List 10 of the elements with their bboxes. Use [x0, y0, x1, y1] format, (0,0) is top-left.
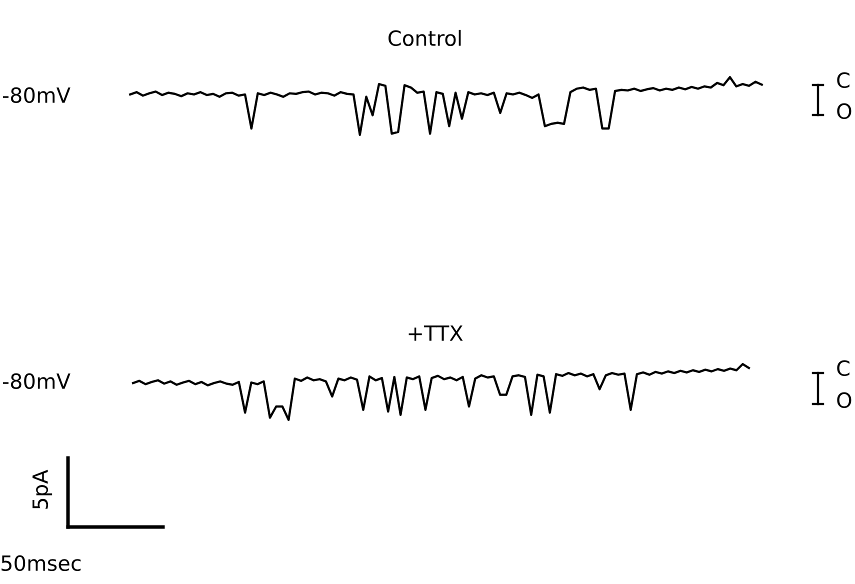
- text: -80mV: [3, 87, 70, 104]
- text: C: [837, 72, 850, 88]
- chart-title: +TTX: [408, 326, 463, 341]
- text: 50msec: [2, 555, 81, 572]
- text: C: [837, 360, 850, 376]
- text: O: [837, 392, 852, 408]
- text: 5pA: [32, 470, 52, 509]
- text: O: [837, 103, 852, 120]
- text: -80mV: [3, 373, 70, 390]
- chart-title: Control: [388, 30, 461, 46]
